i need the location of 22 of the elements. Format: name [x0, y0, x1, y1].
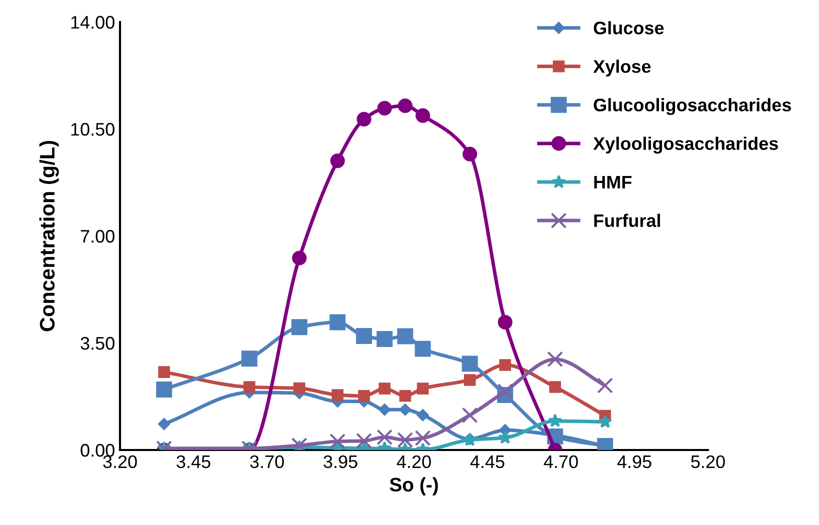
- x-axis-title: So (-): [390, 477, 438, 496]
- x-tick-label: 4.45: [470, 456, 504, 468]
- x-tick-label: 5.20: [691, 455, 725, 468]
- x-tick-label: 3.95: [324, 455, 358, 468]
- legend-label: Xylose: [593, 60, 651, 76]
- y-tick-label: 0.00: [80, 444, 114, 457]
- x-tick-label: 4.20: [396, 455, 431, 468]
- y-axis-title: Concentration (g/L): [39, 140, 59, 332]
- legend-label: Glucose: [594, 21, 664, 34]
- x-tick-label: 4.95: [617, 455, 652, 468]
- y-tick-label: 14.00: [71, 16, 114, 29]
- x-tick-label: 3.20: [103, 455, 137, 468]
- x-tick-label: 4.70: [544, 455, 578, 468]
- x-tick-label: 3.70: [250, 455, 284, 468]
- legend-label: Xylooligosaccharides: [593, 136, 778, 154]
- legend-label: Glucooligosaccharides: [594, 98, 791, 116]
- legend-label: Furfural: [594, 214, 660, 228]
- x-tick-label: 3.45: [176, 455, 210, 468]
- y-tick-label: 7.00: [80, 230, 114, 243]
- y-tick-label: 10.50: [71, 122, 114, 136]
- y-tick-label: 3.50: [80, 336, 114, 350]
- legend-label: HMF: [594, 176, 632, 188]
